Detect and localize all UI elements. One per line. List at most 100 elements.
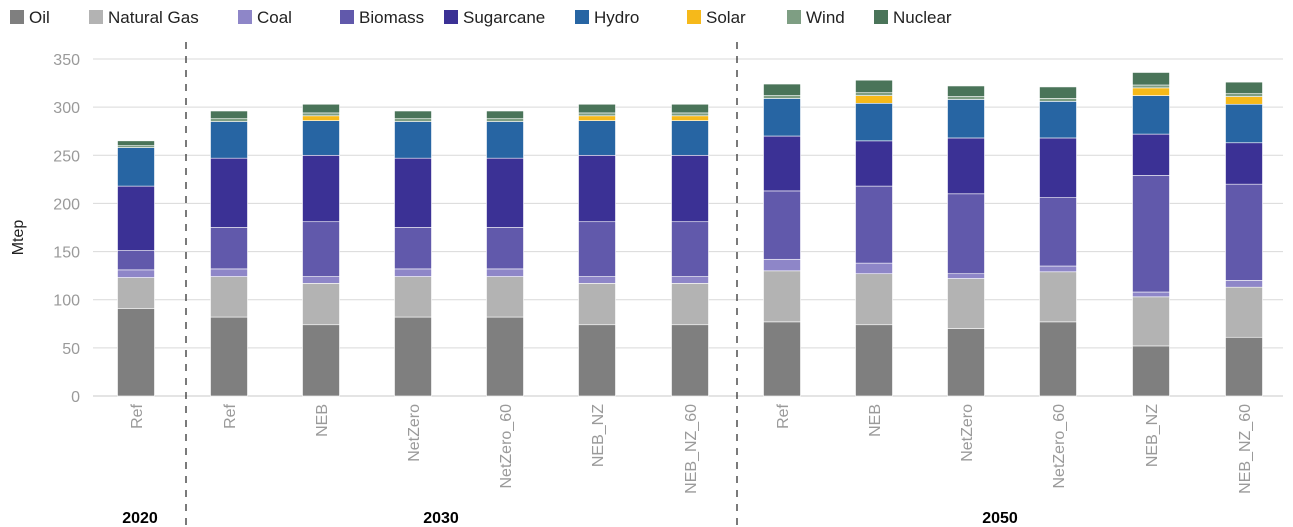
bar-segment <box>486 227 524 270</box>
bar-segment <box>1225 96 1263 105</box>
bar-segment <box>1225 142 1263 185</box>
legend-label: Oil <box>29 8 50 27</box>
legend-swatch <box>89 10 103 24</box>
bar-segment <box>1225 103 1263 144</box>
legend-label: Solar <box>706 8 746 27</box>
y-tick-label: 250 <box>53 148 80 165</box>
bar-segment <box>947 273 985 279</box>
x-tick-label: NEB <box>867 404 884 437</box>
bar-segment <box>210 316 248 397</box>
bar-segment <box>1039 265 1077 273</box>
bar-segment <box>302 283 340 326</box>
x-tick-label: NEB_NZ <box>1144 404 1161 467</box>
bar-segment <box>1132 133 1170 176</box>
bar-segment <box>1225 183 1263 281</box>
bar-segment <box>763 98 801 137</box>
bar-segment <box>302 154 340 223</box>
bar-segment <box>486 316 524 397</box>
y-tick-label: 0 <box>71 389 80 406</box>
bar-segment <box>302 120 340 156</box>
legend-swatch <box>10 10 24 24</box>
bar-segment <box>671 221 709 277</box>
bar-segment <box>394 316 432 397</box>
bar-segment <box>671 103 709 114</box>
bar-segment <box>763 83 801 96</box>
bar-segment <box>855 140 893 187</box>
bar-segment <box>578 120 616 156</box>
group-labels: 2020 2030 2050 <box>122 510 1018 527</box>
bar-segment <box>1039 271 1077 323</box>
legend-label: Biomass <box>359 8 424 27</box>
bar-segment <box>671 324 709 397</box>
bar-segment <box>1225 280 1263 288</box>
bar-segment <box>210 121 248 159</box>
bar-segment <box>855 95 893 104</box>
bar-segment <box>302 324 340 397</box>
bar-segment <box>671 283 709 326</box>
group-label: 2020 <box>122 510 158 527</box>
x-tick-label: NetZero <box>406 404 423 462</box>
x-tick-label: NEB <box>314 404 331 437</box>
bar-segment <box>1225 286 1263 338</box>
bar-segment <box>486 276 524 318</box>
bar-segment <box>763 258 801 272</box>
bar-segment <box>117 277 155 309</box>
bar-segment <box>302 276 340 284</box>
y-tick-label: 200 <box>53 196 80 213</box>
x-tick-label: Ref <box>222 403 239 428</box>
bar-segment <box>1225 93 1263 97</box>
bar-segment <box>117 250 155 271</box>
bar-segment <box>855 262 893 275</box>
bar-segment <box>486 110 524 119</box>
bar-segment <box>302 115 340 121</box>
bar-segment <box>1132 95 1170 135</box>
bar-segment <box>1039 86 1077 99</box>
bar-segment <box>671 154 709 223</box>
bars <box>117 72 1263 397</box>
y-tick-label: 100 <box>53 293 80 310</box>
bar-segment <box>947 278 985 329</box>
bar-segment <box>947 85 985 97</box>
legend-label: Hydro <box>594 8 639 27</box>
bar-segment <box>671 115 709 121</box>
bar-segment <box>1039 101 1077 139</box>
bar-segment <box>578 283 616 326</box>
bar-segment <box>486 268 524 277</box>
bar-segment <box>578 324 616 397</box>
bar-segment <box>671 120 709 156</box>
bar-segment <box>394 227 432 270</box>
x-tick-label: NetZero_60 <box>1051 404 1068 489</box>
bar-segment <box>1132 84 1170 89</box>
bar-segment <box>210 227 248 270</box>
legend-label: Coal <box>257 8 292 27</box>
bar-segment <box>1039 197 1077 267</box>
bar-segment <box>210 157 248 228</box>
bar-segment <box>947 193 985 275</box>
bar-segment <box>947 99 985 139</box>
x-axis-ticks: Ref Ref NEB NetZero NetZero_60 NEB_NZ NEB_NZ_6… <box>129 403 1254 493</box>
bar-segment <box>1039 321 1077 397</box>
legend-label: Natural Gas <box>108 8 199 27</box>
bar-segment <box>1039 137 1077 198</box>
bar-segment <box>1132 72 1170 86</box>
x-tick-label: NEB_NZ <box>590 404 607 467</box>
y-axis-label: Mtep <box>10 220 27 256</box>
bar-segment <box>394 110 432 119</box>
bar-segment <box>947 137 985 195</box>
bar-segment <box>1132 175 1170 293</box>
group-label: 2050 <box>982 510 1018 527</box>
x-tick-label: NEB_NZ_60 <box>683 404 700 494</box>
group-dividers <box>185 42 738 527</box>
bar-segment <box>1225 336 1263 397</box>
bar-segment <box>1225 81 1263 94</box>
legend-swatch <box>238 10 252 24</box>
bar-segment <box>1132 87 1170 96</box>
bar-segment <box>486 118 524 122</box>
bar-segment <box>578 103 616 114</box>
bar-segment <box>855 102 893 142</box>
bar-segment <box>578 221 616 277</box>
bar-segment <box>394 268 432 277</box>
bar-segment <box>763 135 801 192</box>
